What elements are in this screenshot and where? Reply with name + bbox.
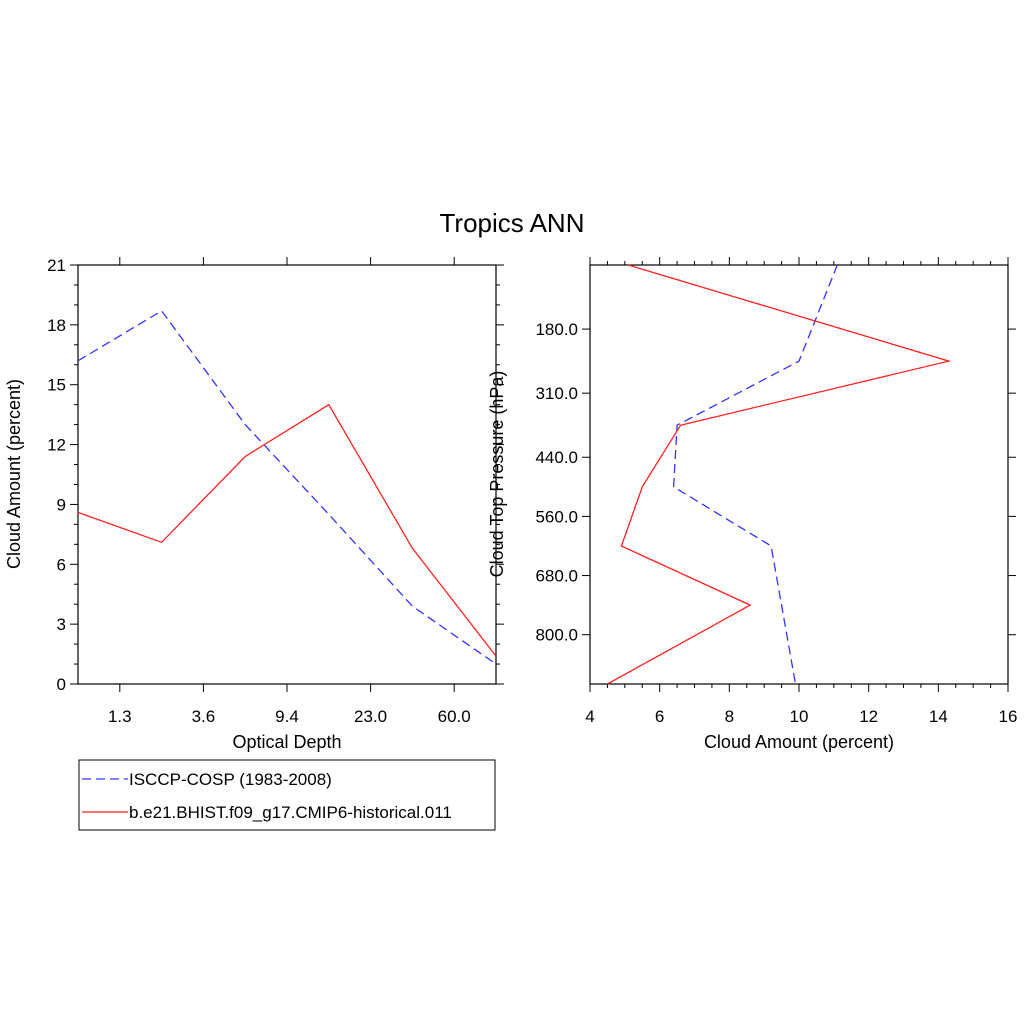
chart-title: Tropics ANN: [440, 208, 585, 238]
right-series-model-line: [607, 264, 952, 685]
legend-label-model: b.e21.BHIST.f09_g17.CMIP6-historical.011: [129, 803, 452, 822]
right-y-tick-label: 800.0: [535, 626, 578, 645]
left-series-model-line: [77, 403, 497, 657]
left-y-tick-label: 9: [57, 495, 66, 514]
left-y-tick-label: 12: [47, 436, 66, 455]
right-series-isccp-line: [672, 264, 838, 685]
right-x-tick-label: 10: [790, 707, 809, 726]
right-y-axis-label: Cloud Top Pressure (hPa): [487, 371, 507, 578]
left-y-tick-label: 15: [47, 376, 66, 395]
right-y-tick-label: 180.0: [535, 320, 578, 339]
left-y-tick-label: 0: [57, 675, 66, 694]
left-tick-marks: [70, 257, 504, 692]
left-x-tick-label: 9.4: [275, 707, 299, 726]
left-series-isccp-line: [77, 310, 497, 665]
right-tick-labels: 4 6 8 10 12 14 16 180.0 310.0 440.0 560.0 680.0 800.…: [535, 320, 1017, 726]
left-x-tick-label: 23.0: [354, 707, 387, 726]
right-x-tick-label: 6: [655, 707, 664, 726]
left-y-axis-label: Cloud Amount (percent): [4, 379, 24, 569]
right-y-tick-label: 560.0: [535, 507, 578, 526]
right-x-tick-label: 12: [859, 707, 878, 726]
legend-label-isccp: ISCCP-COSP (1983-2008): [129, 770, 332, 789]
cloud-top-pressure-panel: 4 6 8 10 12 14 16 180.0 310.0 440.0 560.0 680.0 800.…: [487, 257, 1017, 752]
right-x-axis-label: Cloud Amount (percent): [704, 732, 894, 752]
left-x-tick-label: 3.6: [192, 707, 216, 726]
right-x-tick-label: 14: [929, 707, 948, 726]
right-x-tick-label: 16: [999, 707, 1018, 726]
right-y-tick-label: 310.0: [535, 384, 578, 403]
right-plot-frame: [589, 264, 1009, 685]
left-y-tick-label: 18: [47, 316, 66, 335]
optical-depth-panel: 0 3 6 9 12 15 18 21 1.3 3.6 9.4 23.0 60.0 Optical De…: [4, 256, 504, 752]
left-x-tick-label: 60.0: [438, 707, 471, 726]
left-x-tick-label: 1.3: [108, 707, 132, 726]
left-y-tick-label: 21: [47, 256, 66, 275]
right-tick-marks: [582, 257, 1016, 692]
right-x-tick-label: 8: [725, 707, 734, 726]
left-x-axis-label: Optical Depth: [232, 732, 341, 752]
legend: ISCCP-COSP (1983-2008) b.e21.BHIST.f09_g…: [78, 759, 496, 831]
legend-box: [78, 759, 496, 831]
right-y-tick-label: 680.0: [535, 567, 578, 586]
left-series-lines: [77, 310, 497, 665]
right-y-tick-label: 440.0: [535, 448, 578, 467]
right-series-lines: [607, 264, 952, 685]
right-x-tick-label: 4: [585, 707, 594, 726]
left-tick-labels: 0 3 6 9 12 15 18 21 1.3 3.6 9.4 23.0 60.0: [47, 256, 471, 726]
left-y-tick-label: 3: [57, 615, 66, 634]
left-y-tick-label: 6: [57, 555, 66, 574]
